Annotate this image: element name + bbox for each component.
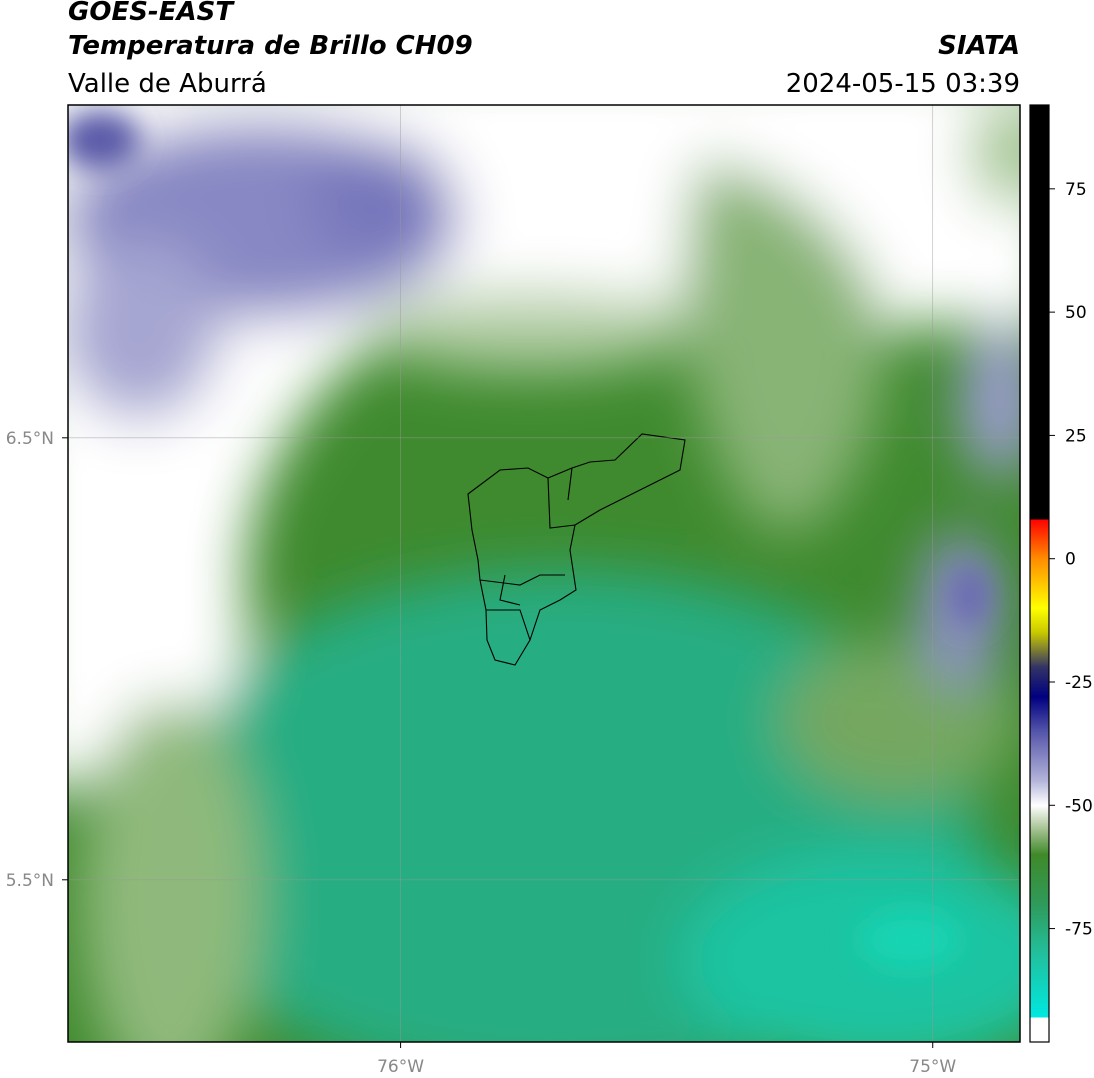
x-tick-label: 76°W [377, 1057, 424, 1077]
y-tick-label: 6.5°N [6, 429, 54, 449]
satellite: GOES-EAST [68, 0, 235, 27]
colorbar-tick-label: -50 [1065, 796, 1093, 816]
colorbar-tick-label: 0 [1065, 550, 1076, 570]
datetime: 2024-05-15 03:39 [786, 69, 1020, 99]
x-tick-label: 75°W [909, 1057, 956, 1077]
map-frame [67, 104, 1021, 1043]
basin-boundary [467, 433, 686, 666]
region: Valle de Aburrá [68, 69, 267, 99]
product: Temperatura de Brillo CH09 [68, 31, 473, 61]
colorbar-tick-label: -75 [1065, 920, 1093, 940]
y-tick-label: 5.5°N [6, 871, 54, 891]
source: SIATA [938, 31, 1020, 61]
colorbar-tick-label: 25 [1065, 426, 1087, 446]
colorbar-tick-label: 50 [1065, 303, 1087, 323]
colorbar [1029, 104, 1050, 1043]
satellite-image [68, 105, 1020, 1042]
colorbar-tick-label: -25 [1065, 673, 1093, 693]
colorbar-tick-label: 75 [1065, 180, 1087, 200]
